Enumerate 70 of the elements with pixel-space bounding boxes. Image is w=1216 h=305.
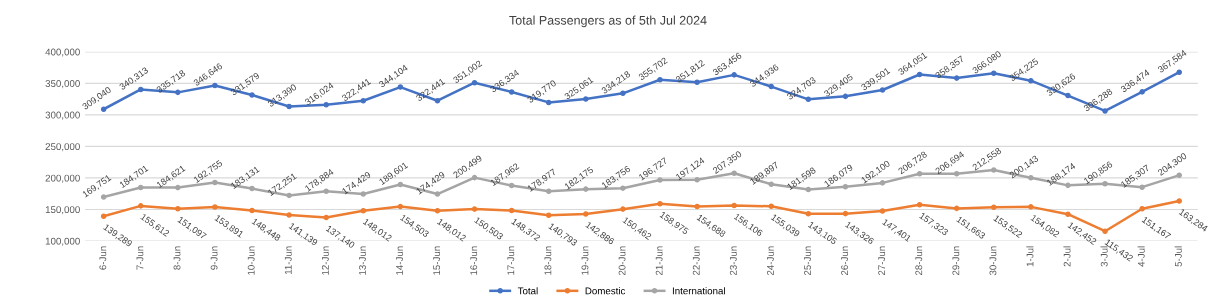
x-tick-label: 18-Jun: [544, 246, 552, 275]
legend-label: International: [672, 287, 725, 295]
y-tick-label: 150,000: [45, 206, 80, 215]
point: [879, 208, 886, 214]
x-tick-label: 2-Jul: [1063, 246, 1071, 267]
point: [1102, 228, 1108, 235]
point: [1028, 204, 1034, 210]
x-tick-label: 21-Jun: [655, 246, 663, 276]
point: [620, 206, 626, 212]
legend-label: Domestic: [585, 287, 626, 295]
point: [323, 214, 329, 221]
chart-title: Total Passengers as of 5th Jul 2024: [509, 15, 707, 28]
point: [212, 204, 218, 210]
point: [508, 207, 515, 214]
x-tick-label: 7-Jun: [136, 246, 144, 270]
x-tick-label: 11-Jun: [284, 246, 292, 275]
x-tick-label: 5-Jul: [1174, 246, 1182, 267]
point: [1139, 205, 1145, 212]
point: [434, 207, 441, 214]
x-tick-label: 14-Jun: [396, 246, 403, 275]
y-tick-label: 200,000: [45, 174, 80, 183]
point: [471, 206, 478, 212]
point: [137, 203, 144, 209]
point: [100, 213, 107, 219]
point: [583, 211, 589, 217]
x-tick-label: 1-Jul: [1026, 246, 1034, 267]
point: [286, 212, 292, 218]
point: [545, 212, 552, 219]
point: [768, 203, 775, 210]
point: [731, 202, 737, 209]
x-tick-label: 24-Jun: [766, 246, 774, 276]
x-tick-label: 20-Jun: [618, 246, 626, 276]
x-tick-label: 15-Jun: [433, 246, 441, 275]
x-tick-label: 8-Jun: [173, 246, 181, 270]
y-tick-label: 300,000: [45, 111, 80, 120]
x-tick-label: 13-Jun: [359, 246, 366, 275]
y-tick-label: 400,000: [45, 48, 80, 57]
point: [657, 200, 663, 207]
x-tick-label: 9-Jun: [210, 246, 218, 270]
x-tick-label: 28-Jun: [915, 246, 923, 276]
x-tick-label: 16-Jun: [470, 246, 478, 275]
x-tick-label: 17-Jun: [507, 246, 515, 275]
x-tick-label: 30-Jun: [989, 246, 997, 276]
y-tick-label: 250,000: [45, 143, 80, 152]
x-tick-label: 19-Jun: [581, 246, 589, 275]
point: [1176, 198, 1182, 204]
y-tick-label: 350,000: [45, 80, 80, 89]
y-tick-label: 100,000: [45, 237, 80, 246]
point: [360, 207, 367, 214]
point: [249, 207, 255, 214]
point: [694, 203, 700, 210]
x-tick-label: 10-Jun: [247, 246, 255, 275]
point: [990, 204, 997, 210]
x-tick-label: 22-Jun: [692, 246, 700, 276]
point: [916, 202, 923, 208]
point: [1065, 211, 1071, 217]
point: [842, 210, 849, 217]
x-tick-label: 12-Jun: [321, 246, 329, 275]
legend-label: Total: [517, 287, 538, 295]
x-tick-label: 25-Jun: [804, 246, 811, 276]
point: [805, 211, 812, 217]
x-tick-label: 27-Jun: [878, 246, 886, 276]
x-tick-label: 29-Jun: [952, 246, 960, 276]
point: [175, 205, 181, 212]
x-tick-label: 26-Jun: [841, 246, 849, 276]
point: [953, 205, 960, 212]
x-tick-label: 23-Jun: [729, 246, 737, 276]
point: [397, 203, 404, 210]
x-tick-label: 6-Jun: [99, 246, 107, 270]
x-tick-label: 4-Jul: [1137, 246, 1145, 267]
